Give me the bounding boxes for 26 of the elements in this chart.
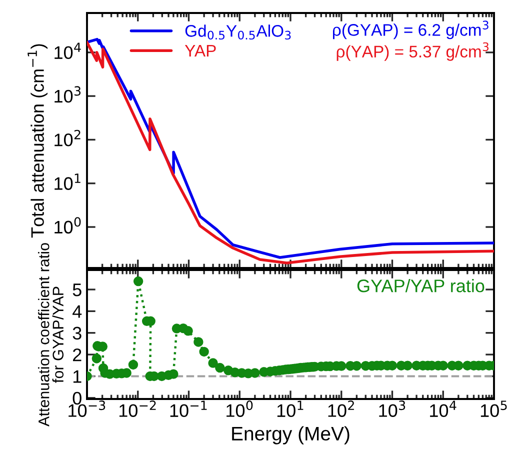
x-tick-label: 10$^{5}$ xyxy=(480,400,507,417)
y-tick-label: 2 xyxy=(73,348,82,362)
x-tick-label: 10$^{4}$ xyxy=(430,400,456,417)
y-tick-label: 10$^{2}$ xyxy=(54,130,80,146)
y-axis-title: Attenuation coefficient ratio for GYAP/YAP xyxy=(38,243,64,426)
y-tick-label: 10$^{1}$ xyxy=(54,174,80,190)
x-tick-label: 10$^{−2}$ xyxy=(119,400,156,417)
y-tick-label: 1 xyxy=(73,370,82,383)
y-axis-title: Total attenuation (cm$^{−1}$) xyxy=(28,44,48,238)
x-axis-title: Energy (MeV) xyxy=(232,426,350,444)
y-tick-label: 10$^{4}$ xyxy=(54,42,81,60)
text: GYAP/YAP ratio xyxy=(357,279,484,292)
legend-label: Gd$_{0.5}$Y$_{0.5}$AlO$_{3}$ xyxy=(185,24,291,40)
y-tick-label: 10$^{0}$ xyxy=(54,217,81,234)
x-tick-label: 10$^{0}$ xyxy=(226,400,253,417)
y-tick-label: 5 xyxy=(72,284,82,296)
annotation: ρ(GYAP) = 6.2 g/cm$^{3}$ xyxy=(333,20,488,40)
y-tick-label: 3 xyxy=(72,326,82,340)
x-tick-label: 10$^{−1}$ xyxy=(170,400,207,417)
x-tick-label: 10$^{3}$ xyxy=(379,400,406,417)
y-tick-label: 10$^{3}$ xyxy=(54,86,81,103)
annotation: ρ(YAP) = 5.37 g/cm$^{3}$ xyxy=(336,42,489,61)
x-tick-label: 10$^{1}$ xyxy=(277,400,304,417)
y-tick-label: 4 xyxy=(72,305,82,318)
x-tick-label: 10$^{2}$ xyxy=(328,400,354,417)
legend-label: YAP xyxy=(184,44,216,56)
